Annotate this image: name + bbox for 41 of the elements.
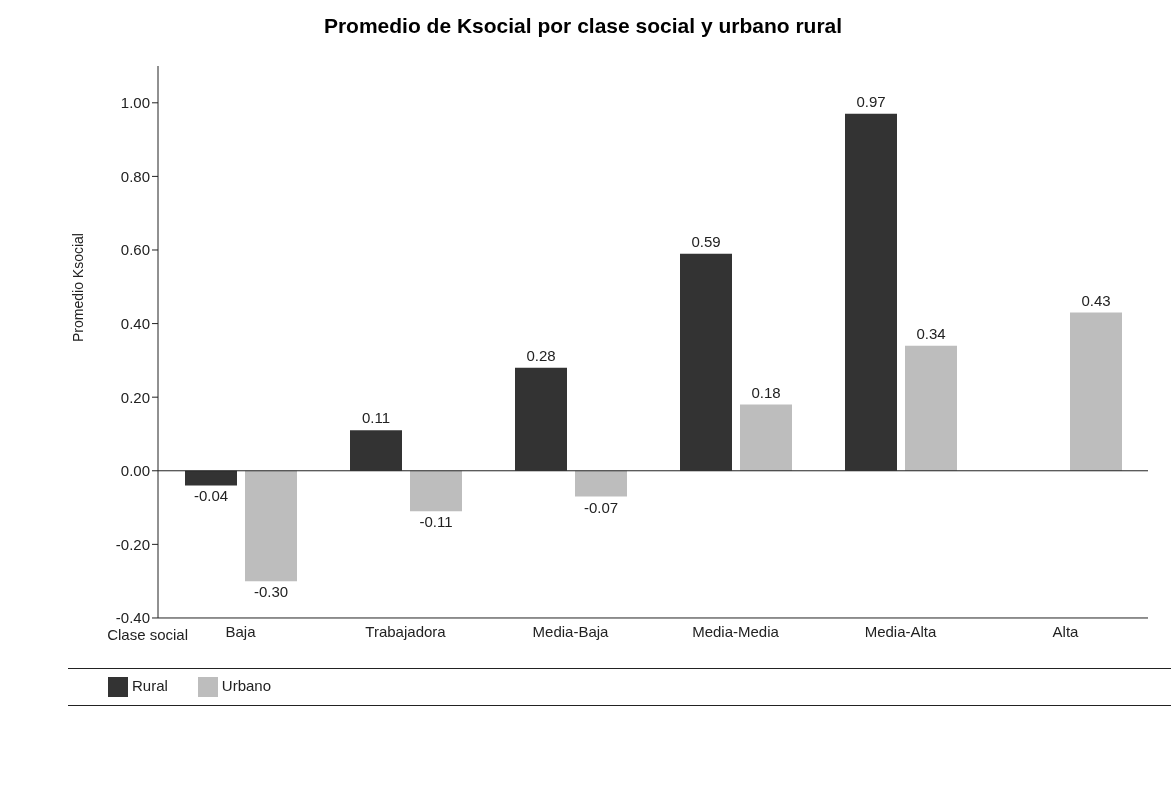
y-tick-label: 0.60: [120, 241, 150, 259]
bar: [185, 470, 237, 486]
data-label: -0.07: [583, 498, 619, 516]
chart-title: Promedio de Ksocial por clase social y urbano rural: [322, 14, 844, 38]
data-label: 0.18: [751, 383, 781, 401]
x-tick-label: Alta: [1052, 622, 1080, 640]
data-label: 0.43: [1081, 291, 1111, 309]
y-axis-title: Promedio Ksocial: [69, 233, 86, 342]
legend-label: Rural: [132, 676, 168, 694]
x-tick-label: Media-Media: [692, 622, 780, 640]
y-tick-label: 0.00: [120, 462, 150, 480]
data-label: 0.59: [691, 232, 721, 250]
bar: [410, 470, 462, 512]
bar: [350, 430, 402, 471]
bar: [680, 253, 732, 471]
x-tick-label: Trabajadora: [365, 622, 447, 640]
legend-label: Urbano: [221, 676, 272, 694]
y-tick-label: 0.40: [120, 314, 150, 332]
y-tick-label: -0.40: [115, 609, 150, 627]
x-axis-title: Clase social: [107, 626, 188, 644]
bar: [515, 367, 567, 471]
y-tick-label: 1.00: [120, 94, 150, 112]
data-label: 0.34: [916, 324, 946, 342]
bar: [1070, 312, 1122, 471]
bar: [575, 470, 627, 497]
bar: [740, 404, 792, 471]
bar: [905, 345, 957, 471]
data-label: 0.28: [526, 346, 556, 364]
data-label: 0.11: [361, 409, 391, 427]
data-label: -0.04: [193, 487, 229, 505]
y-tick-label: -0.20: [115, 535, 150, 553]
x-tick-label: Media-Baja: [532, 622, 610, 640]
x-tick-label: Media-Alta: [864, 622, 937, 640]
data-label: -0.30: [253, 583, 289, 601]
y-tick-label: 0.20: [120, 388, 150, 406]
bar: [245, 470, 297, 582]
data-label: -0.11: [419, 513, 453, 531]
y-tick-label: 0.80: [120, 167, 150, 185]
data-label: 0.97: [856, 92, 886, 110]
x-tick-label: Baja: [225, 622, 257, 640]
bar: [845, 113, 897, 471]
